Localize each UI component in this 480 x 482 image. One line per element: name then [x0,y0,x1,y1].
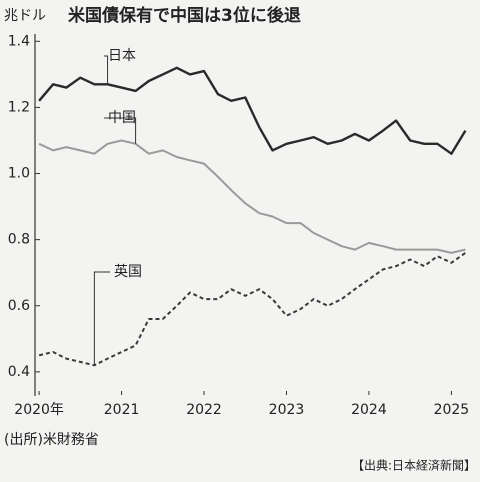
y-tick-label: 1.4 [8,33,30,49]
label-leader [93,271,110,366]
y-tick-label: 0.6 [8,298,30,314]
source: (出所)米財務省 [4,432,99,448]
series-label: 日本 [108,48,136,64]
series-label: 中国 [108,110,136,126]
x-tick-label: 2021 [104,402,140,418]
y-tick-label: 1.2 [8,99,30,115]
series-line [38,139,466,254]
x-tick-label: 2020年 [14,402,64,418]
x-tick-label: 2023 [269,402,305,418]
y-tick-label: 1.0 [8,166,30,182]
x-tick-label: 2022 [186,402,222,418]
x-tick-label: 2025 [434,402,470,418]
y-tick-label: 0.8 [8,232,30,248]
y-axis-unit: 兆ドル [4,8,46,24]
label-leader [104,117,137,144]
series-line [38,252,466,367]
label-leader [104,55,109,85]
series-label: 英国 [114,263,142,280]
series-line [38,66,467,155]
x-tick-label: 2024 [351,402,387,418]
y-tick-label: 0.4 [8,364,30,380]
chart-title: 米国債保有で中国は3位に後退 [68,5,301,26]
credit: 【出典:日本経済新聞】 [352,458,476,473]
